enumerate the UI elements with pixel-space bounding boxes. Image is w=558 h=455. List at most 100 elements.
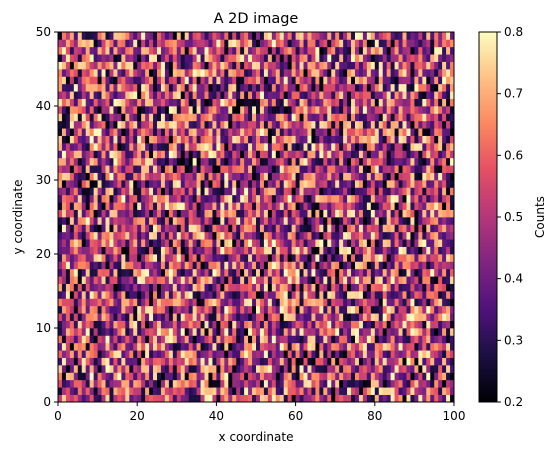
heatmap-cell bbox=[438, 172, 443, 181]
heatmap-cell bbox=[256, 128, 261, 136]
heatmap-cell bbox=[402, 91, 407, 99]
heatmap-cell bbox=[232, 335, 237, 344]
heatmap-cell bbox=[422, 239, 427, 247]
heatmap-cell bbox=[450, 54, 454, 62]
heatmap-cell bbox=[172, 231, 178, 240]
heatmap-cell bbox=[256, 342, 261, 351]
heatmap-cell bbox=[220, 291, 225, 299]
heatmap-cell bbox=[406, 120, 411, 129]
heatmap-cell bbox=[58, 231, 63, 240]
heatmap-cell bbox=[58, 313, 63, 321]
heatmap-cell bbox=[81, 113, 87, 122]
heatmap-cell bbox=[176, 150, 182, 159]
heatmap-cell bbox=[307, 165, 312, 173]
heatmap-cell bbox=[117, 209, 122, 218]
heatmap-cell bbox=[160, 387, 166, 395]
heatmap-cell bbox=[192, 76, 197, 85]
heatmap-cell bbox=[105, 69, 110, 77]
heatmap-cell bbox=[228, 113, 233, 122]
heatmap-cell bbox=[89, 283, 94, 292]
heatmap-cell bbox=[398, 217, 403, 225]
heatmap-cell bbox=[73, 387, 79, 395]
heatmap-cell bbox=[58, 298, 63, 307]
heatmap-cell bbox=[446, 224, 451, 233]
heatmap-cell bbox=[347, 83, 352, 92]
heatmap-cell bbox=[299, 202, 304, 210]
heatmap-cell bbox=[164, 379, 170, 388]
heatmap-cell bbox=[386, 298, 391, 307]
heatmap-cell bbox=[406, 113, 411, 122]
heatmap-cell bbox=[153, 261, 158, 270]
heatmap-cell bbox=[117, 172, 122, 181]
heatmap-cell bbox=[259, 305, 265, 314]
heatmap-cell bbox=[355, 305, 360, 314]
heatmap-cell bbox=[77, 150, 83, 159]
heatmap-cell bbox=[382, 91, 388, 99]
heatmap-cell bbox=[295, 76, 300, 85]
heatmap-cell bbox=[180, 217, 186, 225]
heatmap-cell bbox=[220, 120, 225, 129]
heatmap-cell bbox=[386, 69, 391, 77]
heatmap-cell bbox=[394, 150, 399, 159]
heatmap-cell bbox=[331, 39, 336, 48]
heatmap-cell bbox=[327, 231, 332, 240]
heatmap-cell bbox=[307, 83, 312, 92]
heatmap-cell bbox=[263, 305, 269, 314]
heatmap-cell bbox=[192, 283, 197, 292]
heatmap-cell bbox=[295, 291, 300, 299]
heatmap-cell bbox=[291, 150, 296, 159]
heatmap-cell bbox=[141, 46, 146, 55]
heatmap-cell bbox=[164, 69, 170, 77]
heatmap-cell bbox=[180, 157, 186, 166]
heatmap-cell bbox=[58, 335, 63, 344]
heatmap-cell bbox=[149, 120, 154, 129]
heatmap-cell bbox=[339, 283, 344, 292]
heatmap-cell bbox=[422, 231, 427, 240]
heatmap-cell bbox=[418, 150, 423, 159]
heatmap-cell bbox=[85, 217, 91, 225]
heatmap-cell bbox=[422, 320, 427, 329]
heatmap-cell bbox=[378, 305, 384, 314]
heatmap-cell bbox=[291, 283, 296, 292]
heatmap-cell bbox=[216, 246, 221, 255]
heatmap-cell bbox=[172, 91, 178, 99]
heatmap-cell bbox=[216, 394, 221, 402]
heatmap-cell bbox=[125, 98, 130, 107]
heatmap-cell bbox=[339, 157, 344, 166]
heatmap-cell bbox=[101, 76, 106, 85]
heatmap-cell bbox=[113, 231, 118, 240]
heatmap-cell bbox=[129, 54, 134, 62]
heatmap-cell bbox=[422, 328, 427, 336]
heatmap-cell bbox=[256, 365, 261, 373]
heatmap-cell bbox=[73, 365, 79, 373]
heatmap-cell bbox=[73, 217, 79, 225]
heatmap-cell bbox=[93, 231, 98, 240]
heatmap-cell bbox=[180, 357, 186, 366]
heatmap-cell bbox=[252, 98, 257, 107]
heatmap-cell bbox=[434, 224, 439, 233]
heatmap-cell bbox=[208, 357, 213, 366]
heatmap-cell bbox=[196, 276, 201, 284]
heatmap-cell bbox=[299, 69, 304, 77]
heatmap-cell bbox=[339, 209, 344, 218]
heatmap-cell bbox=[244, 268, 249, 277]
heatmap-cell bbox=[133, 180, 138, 188]
heatmap-cell bbox=[351, 194, 356, 203]
heatmap-cell bbox=[335, 54, 340, 62]
heatmap-cell bbox=[77, 143, 83, 151]
heatmap-cell bbox=[366, 335, 372, 344]
heatmap-cell bbox=[386, 239, 391, 247]
heatmap-cell bbox=[398, 157, 403, 166]
heatmap-cell bbox=[275, 39, 281, 48]
heatmap-cell bbox=[244, 91, 249, 99]
heatmap-cell bbox=[204, 76, 209, 85]
heatmap-cell bbox=[157, 224, 162, 233]
heatmap-cell bbox=[267, 165, 273, 173]
heatmap-cell bbox=[137, 291, 142, 299]
heatmap-cell bbox=[303, 342, 308, 351]
heatmap-cell bbox=[244, 113, 249, 122]
heatmap-cell bbox=[434, 143, 439, 151]
heatmap-cell bbox=[77, 209, 83, 218]
heatmap-cell bbox=[208, 165, 213, 173]
heatmap-cell bbox=[259, 217, 265, 225]
